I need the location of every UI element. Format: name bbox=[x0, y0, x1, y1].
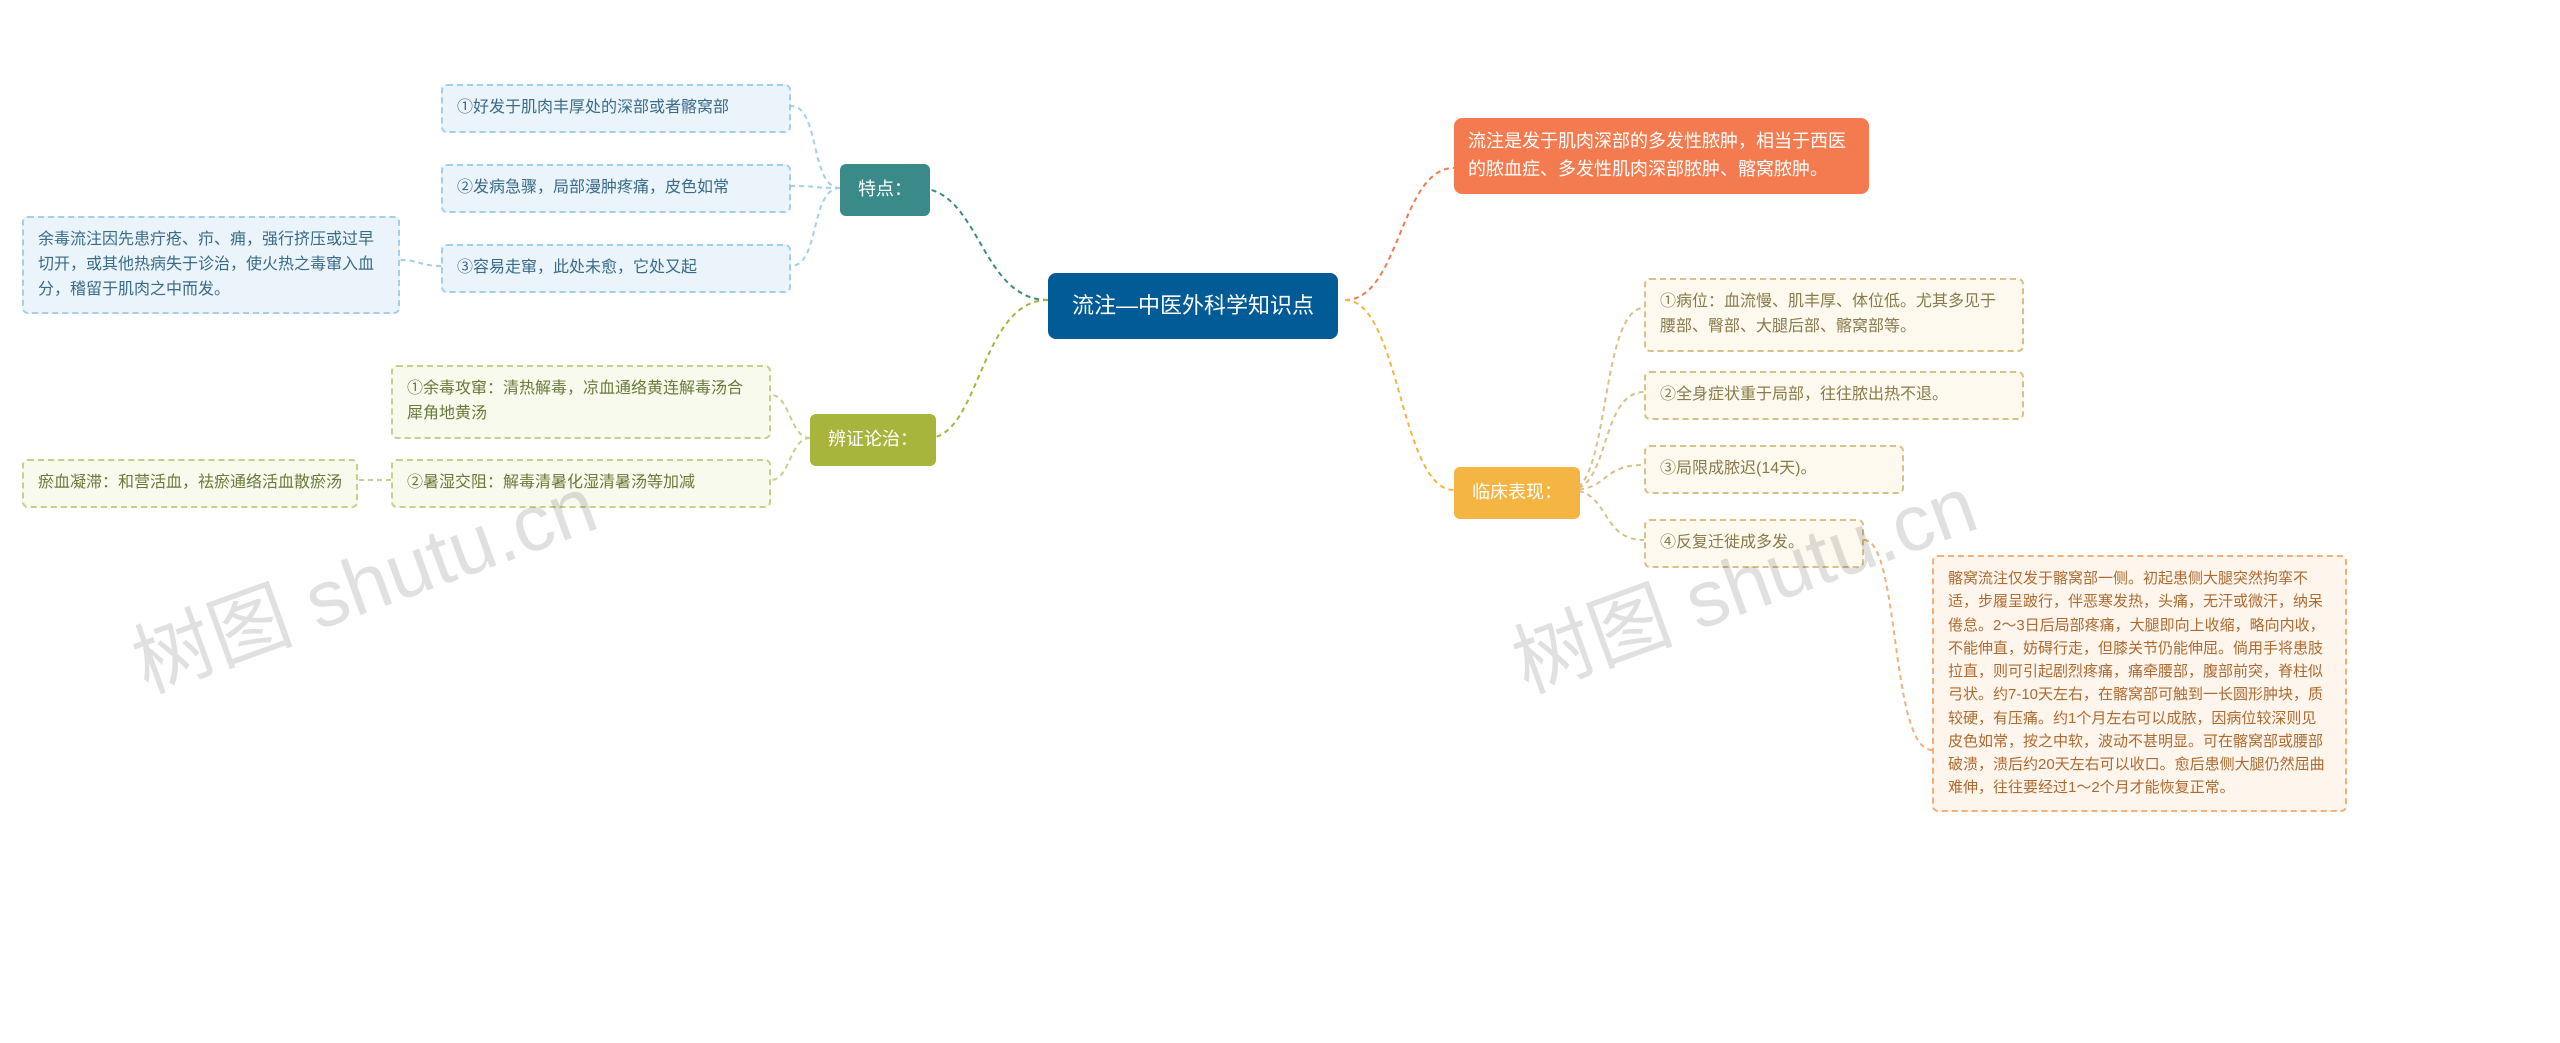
features-item-2: ②发病急骤，局部漫肿疼痛，皮色如常 bbox=[441, 164, 791, 213]
features-branch: 特点： bbox=[840, 164, 930, 216]
root-node: 流注—中医外科学知识点 bbox=[1048, 273, 1338, 339]
clinical-extra: 髂窝流注仅发于髂窝部一侧。初起患侧大腿突然拘挛不适，步履呈跛行，伴恶寒发热，头痛… bbox=[1932, 555, 2347, 812]
clinical-item-1: ①病位：血流慢、肌丰厚、体位低。尤其多见于腰部、臀部、大腿后部、髂窝部等。 bbox=[1644, 278, 2024, 352]
connectors bbox=[0, 0, 2560, 1043]
treatment-extra: 瘀血凝滞：和营活血，祛瘀通络活血散瘀汤 bbox=[22, 459, 358, 508]
features-extra: 余毒流注因先患疔疮、疖、痈，强行挤压或过早切开，或其他热病失于诊治，使火热之毒窜… bbox=[22, 216, 400, 314]
features-item-1: ①好发于肌肉丰厚处的深部或者髂窝部 bbox=[441, 84, 791, 133]
clinical-item-4: ④反复迁徙成多发。 bbox=[1644, 519, 1864, 568]
features-item-3: ③容易走窜，此处未愈，它处又起 bbox=[441, 244, 791, 293]
clinical-item-2: ②全身症状重于局部，往往脓出热不退。 bbox=[1644, 371, 2024, 420]
clinical-item-3: ③局限成脓迟(14天)。 bbox=[1644, 445, 1904, 494]
treatment-item-2: ②暑湿交阻：解毒清暑化湿清暑汤等加减 bbox=[391, 459, 771, 508]
clinical-branch: 临床表现： bbox=[1454, 467, 1580, 519]
definition-node: 流注是发于肌肉深部的多发性脓肿，相当于西医的脓血症、多发性肌肉深部脓肿、髂窝脓肿… bbox=[1454, 118, 1869, 194]
treatment-branch: 辨证论治： bbox=[810, 414, 936, 466]
treatment-item-1: ①余毒攻窜：清热解毒，凉血通络黄连解毒汤合犀角地黄汤 bbox=[391, 365, 771, 439]
